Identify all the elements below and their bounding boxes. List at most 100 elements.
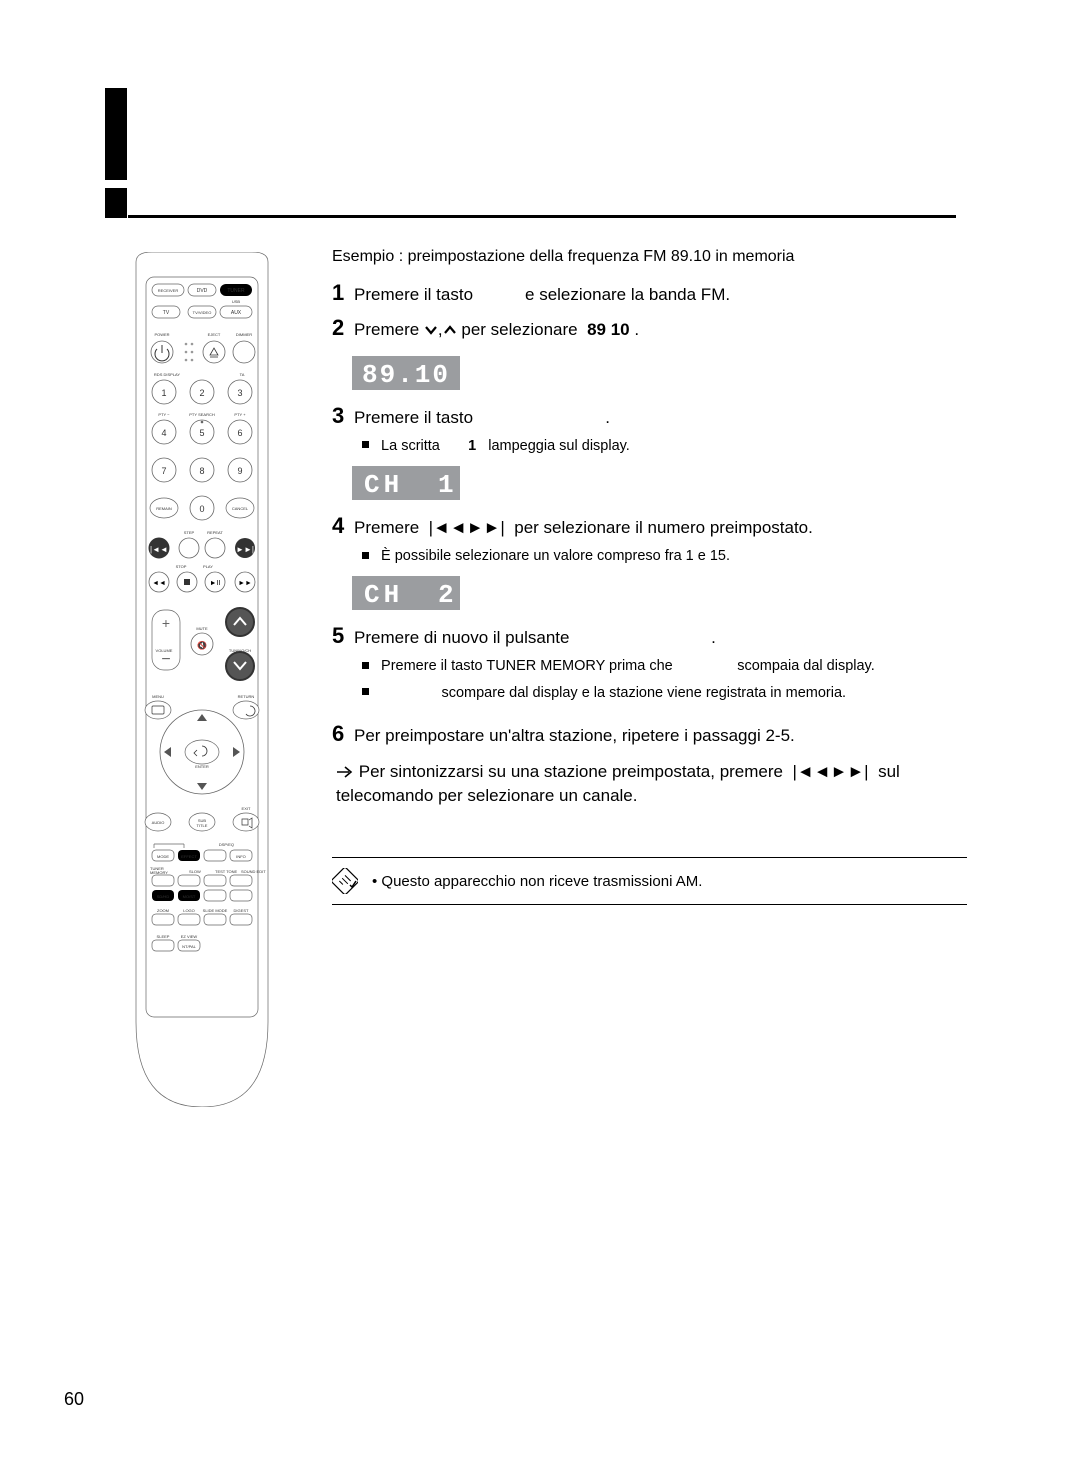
step2-b: per selezionare — [461, 320, 577, 339]
svg-text:EJECT: EJECT — [208, 332, 221, 337]
intro-text: Esempio : preimpostazione della frequenz… — [332, 248, 967, 266]
step4-a: Premere — [354, 518, 419, 537]
svg-text:SLOW: SLOW — [189, 869, 201, 874]
svg-text:SD/HD: SD/HD — [157, 894, 170, 899]
step-5-bullet-b: scompare dal display e la stazione viene… — [362, 683, 967, 703]
s5ba: Premere il tasto TUNER MEMORY prima che — [381, 658, 673, 674]
btn-receiver: RECEIVER — [158, 288, 179, 293]
svg-text:NT/PAL: NT/PAL — [182, 944, 196, 949]
svg-text:7: 7 — [161, 466, 166, 476]
result-a: Per sintonizzarsi su una stazione preimp… — [359, 762, 783, 781]
svg-text:RETURN: RETURN — [238, 694, 255, 699]
svg-text:AUDIO: AUDIO — [152, 820, 165, 825]
svg-text:ENTER: ENTER — [195, 764, 209, 769]
svg-text:TV: TV — [163, 310, 170, 316]
btn-tuner: TUNER — [227, 288, 245, 294]
s3b-post: lampeggia sul display. — [488, 438, 630, 454]
svg-text:6: 6 — [237, 428, 242, 438]
lcd-display-3: CH 2 — [352, 576, 460, 615]
svg-text:DSP/EQ: DSP/EQ — [219, 842, 234, 847]
step5-a: Premere di nuovo il pulsante — [354, 628, 569, 647]
svg-text:REMAIN: REMAIN — [156, 506, 172, 511]
svg-text:4: 4 — [161, 428, 166, 438]
step3-a: Premere il tasto — [354, 408, 473, 427]
step-number: 5 — [332, 623, 354, 649]
step-text: Premere |◄◄►►| per selezionare il numero… — [354, 517, 967, 540]
svg-text:TV/VIDEO: TV/VIDEO — [193, 310, 212, 315]
svg-text:SLEEP: SLEEP — [157, 934, 170, 939]
step-5-bullet-a: Premere il tasto TUNER MEMORY prima che … — [362, 656, 967, 676]
page-number: 60 — [64, 1389, 84, 1410]
btn-dvd: DVD — [197, 288, 208, 294]
step-4-bullet: È possibile selezionare un valore compre… — [362, 546, 967, 566]
note-text: • Questo apparecchio non riceve trasmiss… — [372, 873, 702, 890]
svg-text:2: 2 — [199, 388, 204, 398]
side-tab-small — [105, 188, 127, 218]
svg-text:DIMMER: DIMMER — [236, 332, 252, 337]
svg-text:0: 0 — [199, 504, 204, 514]
skip-fwd-icon: ►►| — [467, 518, 510, 537]
remote-diagram: .b{fill:none;stroke:#666;stroke-width:0.… — [112, 252, 292, 1107]
result-arrow-icon — [336, 760, 354, 785]
step2-dot: . — [634, 320, 639, 339]
svg-text:VOLUME: VOLUME — [156, 648, 173, 653]
svg-text:CH: CH — [364, 580, 403, 610]
svg-text:LOGO: LOGO — [183, 908, 195, 913]
svg-text:►II: ►II — [210, 580, 221, 587]
svg-text:TEST TONE: TEST TONE — [215, 869, 238, 874]
s3b-num: 1 — [468, 438, 476, 454]
step1-b: e selezionare la banda FM. — [525, 285, 730, 304]
svg-text:MUTE: MUTE — [196, 626, 208, 631]
step-1: 1 Premere il tasto e selezionare la band… — [332, 280, 967, 307]
svg-text:5: 5 — [199, 428, 204, 438]
svg-text:8: 8 — [199, 466, 204, 476]
note-body: Questo apparecchio non riceve trasmissio… — [381, 873, 702, 890]
step-number: 6 — [332, 721, 354, 747]
step-number: 4 — [332, 513, 354, 539]
svg-text:PTY −: PTY − — [158, 412, 170, 417]
lcd-display-2: CH 1 — [352, 466, 460, 505]
step-5: 5 Premere di nuovo il pulsante . — [332, 623, 967, 650]
svg-text:USB: USB — [232, 299, 241, 304]
svg-text:1: 1 — [161, 388, 166, 398]
svg-text:TA: TA — [240, 372, 245, 377]
step2-freq: 89 10 — [587, 320, 630, 339]
svg-text:REPEAT: REPEAT — [207, 530, 223, 535]
svg-text:PLAY: PLAY — [203, 564, 213, 569]
step-2: 2 Premere , per selezionare 89 10 . — [332, 315, 967, 342]
step-3: 3 Premere il tasto . — [332, 403, 967, 430]
svg-text:MO/ST: MO/ST — [183, 894, 196, 899]
svg-text:TITLE: TITLE — [197, 823, 208, 828]
svg-text:SOUND EDIT: SOUND EDIT — [241, 869, 266, 874]
step-text: Premere , per selezionare 89 10 . — [354, 319, 967, 342]
s5bb: scompare dal display e la stazione viene… — [441, 685, 846, 701]
s4b: È possibile selezionare un valore compre… — [381, 548, 730, 564]
svg-text:PTY SEARCH: PTY SEARCH — [189, 412, 215, 417]
svg-text:|◄◄: |◄◄ — [150, 545, 168, 554]
svg-text:🔇: 🔇 — [197, 640, 207, 650]
chevron-up-icon — [443, 320, 457, 339]
svg-text:DIGEST: DIGEST — [234, 908, 249, 913]
svg-text:3: 3 — [237, 388, 242, 398]
svg-text:PTY +: PTY + — [234, 412, 246, 417]
square-bullet-icon — [362, 441, 369, 448]
header-rule — [128, 215, 956, 218]
svg-text:EFFECT: EFFECT — [181, 854, 197, 859]
svg-text:EZ VIEW: EZ VIEW — [181, 934, 198, 939]
instructions-column: Esempio : preimpostazione della frequenz… — [332, 248, 967, 905]
step-6: 6 Per preimpostare un'altra stazione, ri… — [332, 721, 967, 748]
svg-text:STEP: STEP — [184, 530, 195, 535]
s3b-pre: La scritta — [381, 438, 440, 454]
svg-text:AUX: AUX — [231, 310, 242, 316]
s5ba-post: scompaia dal display. — [737, 658, 875, 674]
note-box: • Questo apparecchio non riceve trasmiss… — [332, 857, 967, 905]
svg-text:9: 9 — [237, 466, 242, 476]
svg-text:MEMORY: MEMORY — [150, 870, 168, 875]
svg-text:►►: ►► — [238, 580, 252, 587]
skip-back-icon: |◄◄ — [424, 518, 467, 537]
svg-text:ZOOM: ZOOM — [157, 908, 169, 913]
svg-text:MODE: MODE — [157, 854, 169, 859]
step-number: 3 — [332, 403, 354, 429]
lcd-display-1: 89.10 — [352, 356, 460, 395]
svg-text:+: + — [162, 615, 170, 631]
